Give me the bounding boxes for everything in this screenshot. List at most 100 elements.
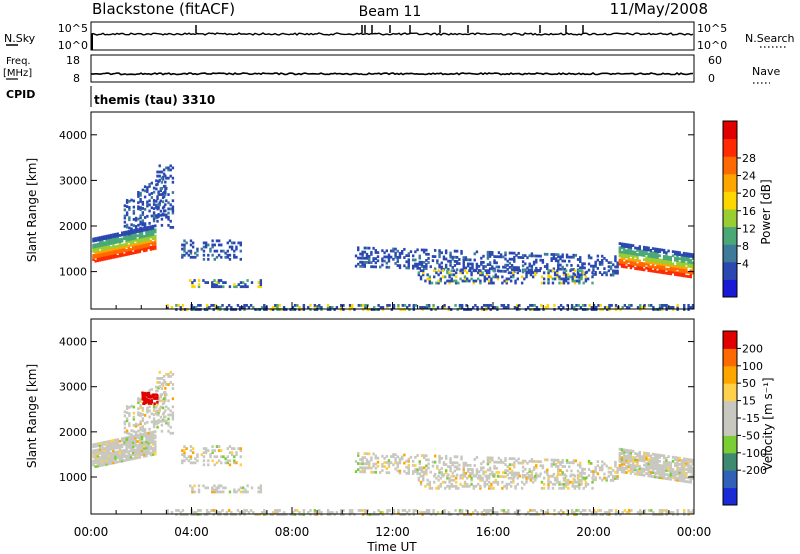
power-pixel — [148, 184, 151, 188]
velocity-pixel — [94, 444, 97, 448]
power-pixel — [513, 259, 516, 263]
power-pixel — [499, 255, 503, 259]
velocity-pixel — [691, 471, 695, 474]
power-pixel — [164, 209, 167, 213]
power-pixel — [521, 256, 525, 259]
power-pixel — [191, 255, 195, 259]
velocity-pixel — [359, 509, 363, 512]
power-pixel — [547, 275, 550, 279]
velocity-pixel — [491, 456, 494, 460]
power-pixel — [222, 281, 225, 284]
velocity-pixel — [665, 477, 668, 480]
power-pixel — [417, 271, 421, 275]
velocity-pixel — [368, 460, 371, 464]
power-pixel — [534, 273, 537, 277]
velocity-pixel — [368, 462, 371, 466]
power-pixel — [139, 197, 142, 201]
velocity-pixel — [98, 462, 102, 466]
power-pixel — [483, 277, 486, 281]
velocity-pixel — [640, 459, 644, 463]
power-pixel — [291, 306, 295, 309]
power-pixel — [309, 303, 312, 307]
power-pixel — [156, 182, 159, 186]
velocity-pixel — [576, 475, 580, 479]
power-pixel — [510, 251, 514, 255]
ytick-label: 3000 — [59, 381, 87, 394]
velocity-pixel — [457, 486, 460, 490]
power-pixel — [109, 233, 113, 237]
power-pixel — [181, 255, 184, 259]
power-pixel — [368, 257, 371, 260]
velocity-pixel — [98, 458, 102, 462]
power-pixel — [326, 306, 330, 309]
power-pixel — [185, 241, 188, 245]
power-pixel — [374, 265, 377, 269]
power-pixel — [539, 267, 542, 270]
velocity-pixel — [609, 470, 613, 474]
power-pixel — [475, 250, 479, 254]
power-pixel — [164, 190, 167, 194]
velocity-pixel — [94, 465, 97, 469]
power-pixel — [197, 303, 200, 307]
power-pixel — [687, 303, 690, 307]
velocity-pixel — [114, 459, 117, 462]
power-pixel — [459, 269, 462, 273]
velocity-pixel — [689, 464, 692, 468]
power-pixel — [682, 270, 686, 274]
velocity-pixel — [139, 400, 142, 403]
power-pixel — [213, 283, 216, 287]
power-pixel — [531, 271, 535, 275]
power-pixel — [138, 237, 142, 241]
velocity-pixel — [123, 410, 127, 414]
power-pixel — [154, 230, 157, 234]
velocity-pixel — [381, 462, 384, 466]
power-pixel — [123, 224, 127, 228]
velocity-pixel — [682, 459, 686, 463]
velocity-pixel — [444, 463, 448, 466]
power-pixel — [436, 306, 440, 309]
velocity-pixel — [444, 455, 448, 458]
velocity-pixel — [155, 412, 158, 415]
power-pixel — [132, 247, 135, 251]
velocity-pixel — [213, 455, 216, 459]
power-pixel — [570, 306, 574, 309]
velocity-pixel — [169, 413, 172, 417]
velocity-pixel — [636, 472, 639, 476]
power-pixel — [571, 279, 574, 283]
power-pixel — [160, 193, 164, 196]
velocity-pixel — [625, 511, 629, 514]
power-pixel — [671, 250, 675, 254]
velocity-pixel — [103, 463, 106, 467]
power-pixel — [213, 285, 216, 289]
velocity-pixel — [638, 473, 641, 477]
power-pixel — [651, 263, 655, 267]
velocity-pixel — [351, 509, 354, 512]
power-pixel — [140, 227, 144, 231]
power-pixel — [521, 254, 525, 257]
velocity-pixel — [689, 458, 692, 462]
velocity-pixel — [194, 457, 197, 461]
velocity-pixel — [643, 463, 646, 467]
power-pixel — [127, 238, 131, 242]
velocity-pixel — [129, 435, 133, 439]
power-pixel — [220, 249, 223, 253]
velocity-pixel — [96, 454, 100, 458]
velocity-pixel — [449, 465, 452, 469]
power-pixel — [614, 257, 617, 261]
power-pixel — [120, 245, 124, 249]
velocity-pixel — [587, 474, 591, 477]
power-pixel — [127, 250, 131, 254]
velocity-pixel — [207, 459, 210, 463]
power-pixel — [629, 264, 633, 268]
velocity-pixel — [132, 417, 136, 421]
power-pixel — [444, 265, 448, 269]
velocity-pixel — [491, 458, 494, 462]
power-pixel — [449, 259, 452, 263]
power-pixel — [449, 253, 452, 257]
velocity-pixel — [365, 462, 369, 466]
velocity-pixel — [658, 509, 662, 512]
power-pixel — [487, 303, 490, 307]
velocity-pixel — [149, 431, 153, 435]
power-pixel — [464, 256, 468, 260]
velocity-pixel — [140, 435, 144, 438]
